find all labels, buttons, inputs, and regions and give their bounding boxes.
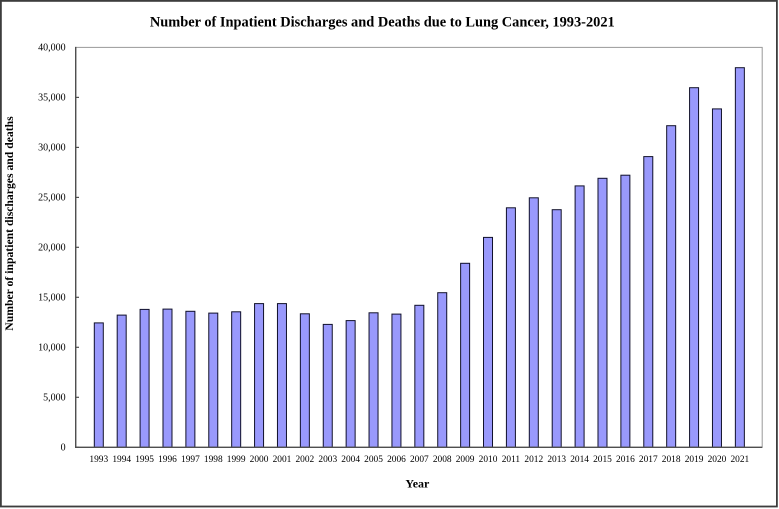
svg-text:10,000: 10,000: [38, 343, 66, 354]
svg-text:2000: 2000: [250, 455, 269, 465]
svg-text:2005: 2005: [364, 455, 383, 465]
svg-text:5,000: 5,000: [43, 393, 66, 404]
svg-text:2010: 2010: [479, 455, 498, 465]
svg-text:2009: 2009: [456, 455, 475, 465]
svg-text:2012: 2012: [524, 455, 543, 465]
svg-text:Year: Year: [405, 477, 430, 491]
svg-text:20,000: 20,000: [38, 243, 66, 254]
svg-text:15,000: 15,000: [38, 293, 66, 304]
svg-text:2014: 2014: [570, 455, 589, 465]
svg-text:2019: 2019: [685, 455, 704, 465]
svg-text:1995: 1995: [135, 455, 154, 465]
svg-text:2001: 2001: [273, 455, 292, 465]
svg-text:2007: 2007: [410, 455, 429, 465]
svg-text:2020: 2020: [708, 455, 727, 465]
svg-text:Number of inpatient discharges: Number of inpatient discharges and death…: [3, 116, 16, 331]
svg-text:1998: 1998: [204, 455, 223, 465]
svg-text:35,000: 35,000: [38, 93, 66, 104]
svg-text:1997: 1997: [181, 455, 200, 465]
svg-text:0: 0: [61, 443, 66, 454]
svg-text:2017: 2017: [639, 455, 658, 465]
svg-text:2002: 2002: [295, 455, 314, 465]
svg-text:Number of Inpatient Discharges: Number of Inpatient Discharges and Death…: [150, 14, 615, 30]
svg-text:1996: 1996: [158, 455, 177, 465]
svg-text:1993: 1993: [89, 455, 108, 465]
svg-text:2015: 2015: [593, 455, 612, 465]
svg-text:2004: 2004: [341, 455, 360, 465]
svg-text:2003: 2003: [318, 455, 337, 465]
svg-text:25,000: 25,000: [38, 193, 66, 204]
svg-text:2016: 2016: [616, 455, 635, 465]
svg-text:2006: 2006: [387, 455, 406, 465]
svg-text:2011: 2011: [502, 455, 521, 465]
svg-text:2008: 2008: [433, 455, 452, 465]
svg-text:2018: 2018: [662, 455, 681, 465]
svg-text:1994: 1994: [112, 455, 131, 465]
svg-text:2021: 2021: [730, 455, 749, 465]
svg-text:40,000: 40,000: [38, 43, 66, 54]
svg-text:1999: 1999: [227, 455, 246, 465]
svg-text:2013: 2013: [547, 455, 566, 465]
svg-text:30,000: 30,000: [38, 143, 66, 154]
